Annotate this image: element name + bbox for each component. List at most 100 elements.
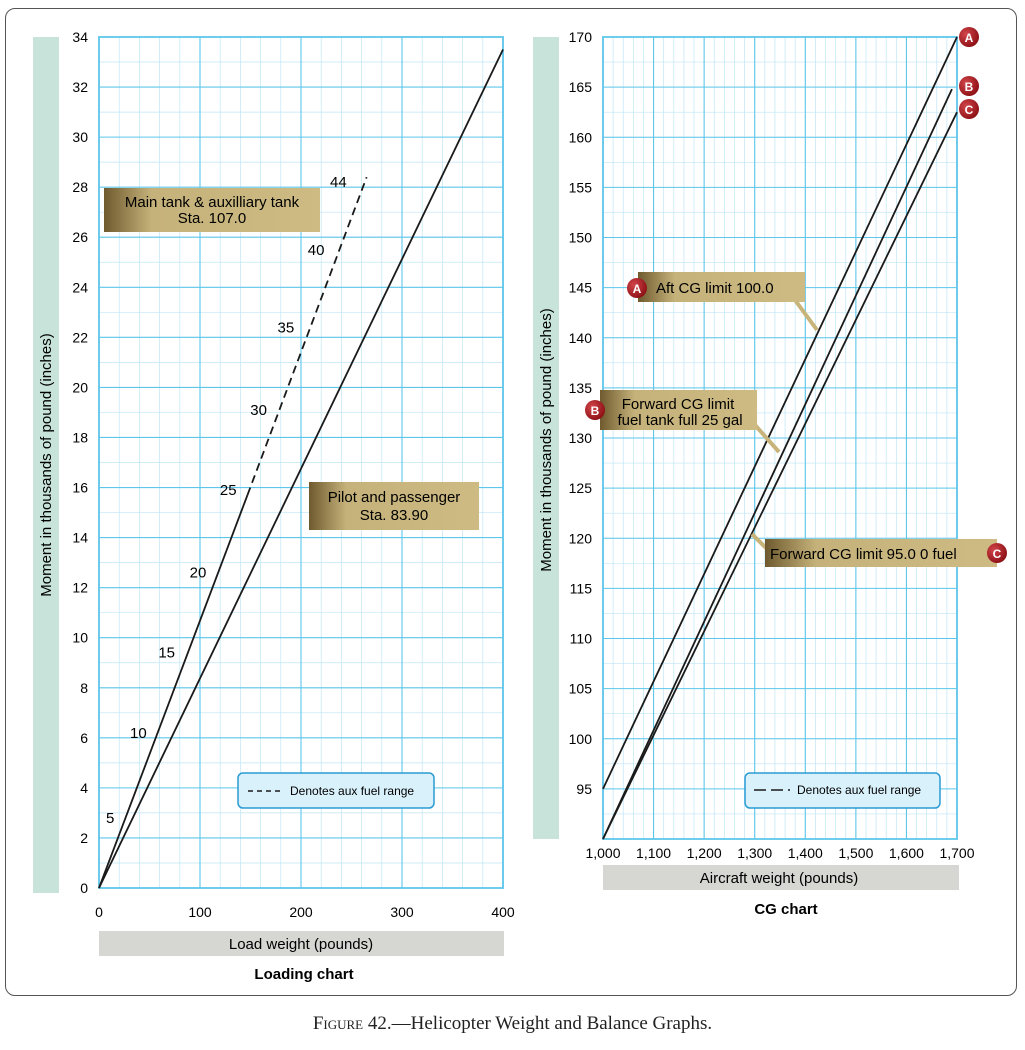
callout-c-text: Forward CG limit 95.0 0 fuel <box>770 546 957 563</box>
series-lines <box>602 36 958 840</box>
y-tick-label: 22 <box>72 329 88 345</box>
y-axis-label: Moment in thousands of pound (inches) <box>38 333 55 597</box>
x-axis-label: Load weight (pounds) <box>229 936 373 953</box>
callout-main-tank-line2: Sta. 107.0 <box>178 210 246 227</box>
y-tick-label: 120 <box>569 530 593 546</box>
y-tick-label: 150 <box>569 230 593 246</box>
y-tick-label: 130 <box>569 430 593 446</box>
callout-pilot-passenger: Pilot and passenger Sta. 83.90 <box>309 482 479 530</box>
x-tick-label: 1,000 <box>585 845 620 861</box>
y-tick-label: 16 <box>72 480 88 496</box>
y-tick-label: 160 <box>569 129 593 145</box>
chart-title: CG chart <box>754 901 817 918</box>
callout-pilot-line2: Sta. 83.90 <box>360 507 428 524</box>
figure-title: —Helicopter Weight and Balance Graphs. <box>391 1013 713 1034</box>
svg-text:A: A <box>965 31 974 45</box>
x-tick-label: 300 <box>390 904 414 920</box>
x-axis-band <box>603 865 959 890</box>
x-tick-label: 1,300 <box>737 845 772 861</box>
legend-aux-fuel: Denotes aux fuel range <box>744 772 941 809</box>
plot-grid <box>602 36 958 840</box>
x-tick-label: 1,200 <box>687 845 722 861</box>
series-line-2 <box>98 49 504 889</box>
callout-forward-cg-limit-zero: Forward CG limit 95.0 0 fuel <box>765 539 997 567</box>
y-tick-label: 0 <box>80 880 88 896</box>
x-tick-label: 1,600 <box>889 845 924 861</box>
y-tick-label: 155 <box>569 179 593 195</box>
gallon-label-5: 5 <box>106 810 114 827</box>
callout-a-text: Aft CG limit 100.0 <box>656 280 774 297</box>
plot-frame <box>98 36 504 889</box>
series-line-2 <box>602 111 958 840</box>
series-lines <box>98 49 504 889</box>
series-line-0 <box>602 36 958 790</box>
cg-chart: Moment in thousands of pound (inches) 95… <box>533 27 1007 918</box>
x-tick-label: 1,400 <box>788 845 823 861</box>
marker-a-callout: A <box>627 278 647 298</box>
gallon-label-20: 20 <box>190 565 207 582</box>
y-tick-label: 26 <box>72 229 88 245</box>
y-tick-label: 105 <box>569 681 593 697</box>
y-tick-label: 30 <box>72 129 88 145</box>
y-tick-label: 6 <box>80 730 88 746</box>
gallon-label-25: 25 <box>220 482 237 499</box>
callout-forward-cg-limit-full: Forward CG limit fuel tank full 25 gal <box>600 390 757 430</box>
y-tick-label: 100 <box>569 731 593 747</box>
callout-main-tank: Main tank & auxilliary tank Sta. 107.0 <box>104 188 320 232</box>
chart-title: Loading chart <box>254 966 353 983</box>
callout-main-tank-line1: Main tank & auxilliary tank <box>125 194 300 211</box>
legend-text: Denotes aux fuel range <box>290 784 414 798</box>
gallon-label-30: 30 <box>250 402 267 419</box>
y-axis-band <box>33 37 59 893</box>
y-tick-label: 2 <box>80 830 88 846</box>
y-tick-label: 135 <box>569 380 593 396</box>
series-line-1 <box>246 176 368 496</box>
y-tick-label: 95 <box>576 781 592 797</box>
legend-aux-fuel: Denotes aux fuel range <box>237 772 435 809</box>
y-tick-label: 24 <box>72 279 88 295</box>
plot-grid <box>98 36 504 889</box>
callout-aft-cg-limit: Aft CG limit 100.0 <box>638 272 805 302</box>
y-tick-label: 165 <box>569 79 593 95</box>
x-axis-label: Aircraft weight (pounds) <box>700 870 858 887</box>
y-tick-label: 145 <box>569 280 593 296</box>
y-tick-label: 4 <box>80 780 88 796</box>
x-tick-labels: 1,000 1,100 1,200 1,300 1,400 1,500 1,600 1,700 <box>585 845 974 861</box>
y-tick-label: 115 <box>570 580 593 596</box>
x-tick-labels: 0 100 200 300 400 <box>95 904 515 920</box>
leader-b <box>753 423 781 454</box>
svg-text:C: C <box>993 547 1002 561</box>
x-axis-band <box>99 931 504 956</box>
gallon-label-44: 44 <box>330 174 347 191</box>
gallon-label-10: 10 <box>130 725 147 742</box>
y-tick-label: 8 <box>80 680 88 696</box>
y-tick-label: 28 <box>72 179 88 195</box>
series-line-0 <box>98 494 249 889</box>
y-tick-label: 110 <box>570 631 593 647</box>
y-tick-label: 170 <box>569 29 593 45</box>
y-tick-label: 140 <box>569 330 593 346</box>
svg-text:B: B <box>965 80 974 94</box>
x-tick-label: 400 <box>491 904 515 920</box>
gallon-label-15: 15 <box>158 645 175 662</box>
marker-a-top: A <box>959 27 979 47</box>
x-tick-label: 100 <box>188 904 212 920</box>
y-tick-labels: 95 100 105 110 115 120 125 130 135 140 145 150 155 16… <box>569 29 593 797</box>
x-tick-label: 200 <box>289 904 313 920</box>
gallon-label-35: 35 <box>278 319 295 336</box>
callout-b-line1: Forward CG limit <box>622 396 735 413</box>
callout-b-line2: fuel tank full 25 gal <box>617 412 742 429</box>
y-tick-label: 125 <box>569 480 593 496</box>
y-tick-label: 32 <box>72 79 88 95</box>
x-tick-label: 1,700 <box>939 845 974 861</box>
y-tick-label: 10 <box>72 630 88 646</box>
y-tick-label: 18 <box>72 429 88 445</box>
x-tick-label: 1,100 <box>636 845 671 861</box>
fuel-gallon-labels: 5 10 15 20 25 30 35 40 44 <box>106 174 347 827</box>
y-tick-label: 12 <box>72 580 88 596</box>
y-axis-band <box>533 37 559 839</box>
y-tick-label: 20 <box>72 379 88 395</box>
marker-c-top: C <box>959 99 979 119</box>
